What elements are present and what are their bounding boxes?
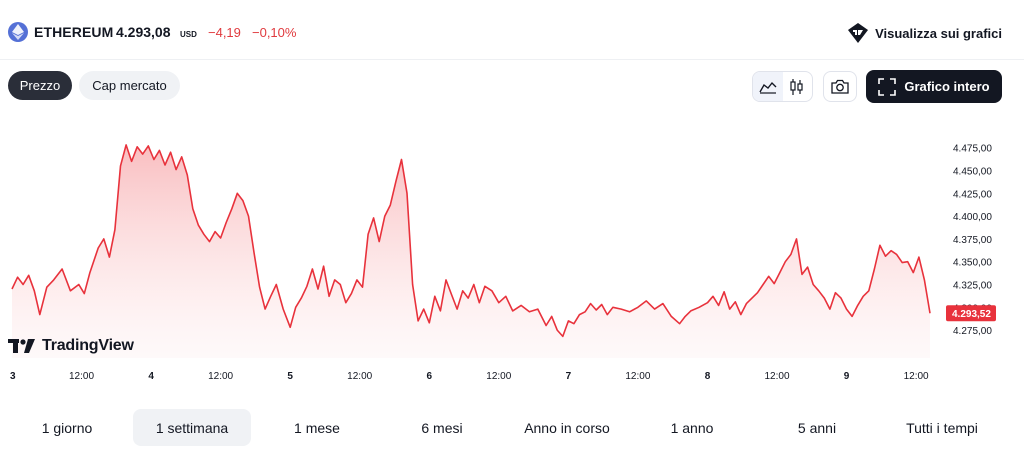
price-area-fill bbox=[12, 144, 930, 358]
tab-price[interactable]: Prezzo bbox=[8, 71, 72, 100]
chart-style-toggle bbox=[752, 71, 813, 102]
y-tick-label: 4.400,00 bbox=[953, 212, 992, 223]
range-6-months[interactable]: 6 mesi bbox=[421, 419, 463, 436]
price-change-percent: −0,10% bbox=[252, 25, 297, 40]
x-tick-label: 7 bbox=[566, 371, 572, 382]
area-chart-button[interactable] bbox=[753, 72, 783, 101]
y-tick-label: 4.375,00 bbox=[953, 235, 992, 246]
x-tick-label: 12:00 bbox=[764, 371, 789, 382]
x-tick-label: 3 bbox=[10, 371, 16, 382]
time-range-selector: 1 giorno 1 settimana 1 mese 6 mesi Anno … bbox=[0, 409, 1024, 447]
last-price-badge bbox=[946, 305, 996, 322]
range-5-years[interactable]: 5 anni bbox=[797, 419, 837, 436]
snapshot-button[interactable] bbox=[823, 71, 857, 102]
ethereum-icon bbox=[8, 22, 28, 42]
camera-icon bbox=[831, 79, 849, 94]
tab-market-cap[interactable]: Cap mercato bbox=[79, 71, 180, 100]
coin-currency: USD bbox=[180, 30, 197, 39]
range-ytd[interactable]: Anno in corso bbox=[524, 419, 610, 436]
full-chart-button[interactable]: Grafico intero bbox=[866, 70, 1002, 103]
x-tick-label: 12:00 bbox=[347, 371, 372, 382]
range-1-week[interactable]: 1 settimana bbox=[133, 409, 251, 446]
x-tick-label: 12:00 bbox=[904, 371, 929, 382]
tradingview-logo-icon bbox=[8, 339, 35, 353]
x-tick-label: 12:00 bbox=[208, 371, 233, 382]
tradingview-watermark: TradingView bbox=[8, 337, 134, 355]
last-price-label: 4.293,52 bbox=[952, 309, 991, 320]
price-change: −4,19 bbox=[208, 25, 241, 40]
x-tick-label: 4 bbox=[148, 371, 154, 382]
x-tick-label: 12:00 bbox=[69, 371, 94, 382]
visualize-label: Visualizza sui grafici bbox=[875, 25, 1002, 41]
range-1-month[interactable]: 1 mese bbox=[294, 419, 340, 436]
full-chart-label: Grafico intero bbox=[904, 79, 990, 94]
y-tick-label: 4.350,00 bbox=[953, 258, 992, 269]
range-1-year[interactable]: 1 anno bbox=[670, 419, 714, 436]
price-line bbox=[11, 144, 931, 338]
y-tick-label: 4.325,00 bbox=[953, 281, 992, 292]
expand-icon bbox=[878, 77, 897, 96]
x-tick-label: 12:00 bbox=[486, 371, 511, 382]
coin-name: ETHEREUM bbox=[34, 24, 114, 40]
y-tick-label: 4.450,00 bbox=[953, 167, 992, 178]
tradingview-badge-icon bbox=[848, 23, 869, 43]
price-chart[interactable]: 4.475,00 4.450,00 4.425,00 4.400,00 4.375,00… bbox=[0, 110, 1024, 388]
x-tick-label: 6 bbox=[427, 371, 433, 382]
visualize-on-charts-link[interactable]: Visualizza sui grafici bbox=[847, 22, 1002, 44]
y-tick-label: 4.275,00 bbox=[953, 326, 992, 337]
coin-price: 4.293,08 bbox=[116, 24, 171, 40]
range-1-day[interactable]: 1 giorno bbox=[41, 419, 93, 436]
candlestick-chart-button[interactable] bbox=[783, 72, 813, 101]
y-tick-label: 4.475,00 bbox=[953, 144, 992, 155]
candlestick-icon bbox=[790, 78, 803, 95]
range-all-time[interactable]: Tutti i tempi bbox=[906, 419, 978, 436]
area-chart-icon bbox=[759, 81, 777, 94]
header-bar: ETHEREUM 4.293,08 USD −4,19 −0,10% Visua… bbox=[0, 0, 1024, 60]
watermark-text: TradingView bbox=[42, 337, 134, 354]
x-tick-label: 5 bbox=[287, 371, 293, 382]
x-tick-label: 9 bbox=[844, 371, 850, 382]
x-tick-label: 8 bbox=[705, 371, 711, 382]
y-tick-label: 4.425,00 bbox=[953, 189, 992, 200]
x-tick-label: 12:00 bbox=[625, 371, 650, 382]
